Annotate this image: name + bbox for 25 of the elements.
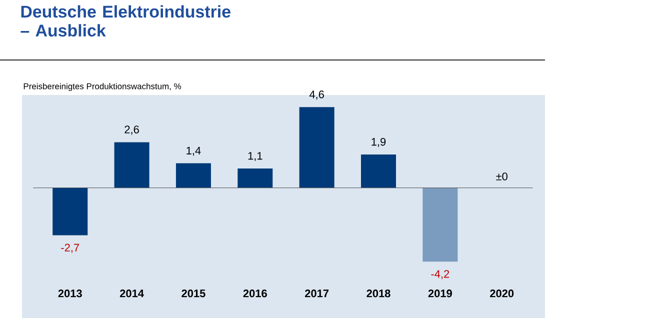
data-label: 1,9 (372, 138, 386, 147)
x-tick-label: 2017 (305, 290, 329, 298)
chart-title: Deutsche Elektroindustrie – Ausblick (20, 5, 230, 37)
data-label: 1,1 (248, 152, 262, 162)
data-label: 1,4 (186, 146, 201, 156)
data-label: ±0 (496, 172, 508, 180)
data-label: 4,6 (309, 90, 324, 100)
x-tick-label: 2015 (182, 290, 206, 298)
bar (176, 163, 211, 188)
bar (299, 107, 334, 188)
x-tick-label: 2020 (490, 290, 514, 298)
x-tick-label: 2013 (58, 290, 82, 298)
x-tick-label: 2014 (120, 290, 144, 298)
data-label: -4,2 (431, 270, 450, 280)
x-tick-label: 2018 (366, 290, 390, 298)
bar (360, 154, 396, 188)
x-tick-label: 2019 (428, 290, 452, 298)
bar (422, 188, 458, 262)
bar (238, 168, 273, 188)
data-label: 2,6 (124, 126, 139, 135)
bar (52, 188, 88, 236)
bar (114, 142, 150, 188)
data-label: -2,7 (61, 244, 80, 253)
y-axis-title: Preisbereinigtes Produktionswachstum, % (24, 83, 182, 91)
x-tick-label: 2016 (243, 290, 267, 298)
